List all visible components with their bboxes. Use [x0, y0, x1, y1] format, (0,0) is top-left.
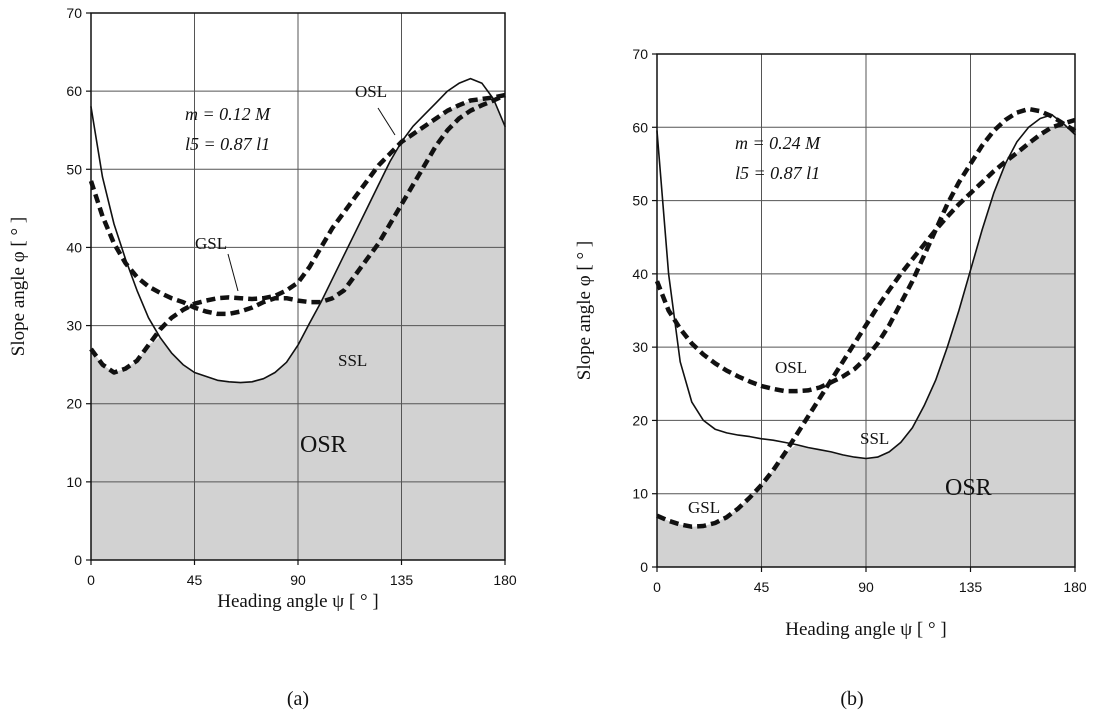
panel-b-x-tick-label: 45	[754, 579, 770, 595]
panel-a-label: (a)	[287, 688, 309, 710]
panel-a-x-tick-label: 90	[290, 572, 306, 588]
panel-a-x-tick-label: 45	[187, 572, 203, 588]
panel-b-y-tick-label: 50	[632, 193, 648, 209]
panel-a-param-line-2: l5 = 0.87 l1	[185, 134, 270, 154]
panel-b-x-tick-label: 135	[959, 579, 983, 595]
panel-b-x-axis-label: Heading angle ψ [ ° ]	[785, 619, 946, 640]
panel-a-y-tick-label: 20	[66, 396, 82, 412]
panel-a-x-tick-label: 180	[493, 572, 517, 588]
panel-b-y-tick-label: 20	[632, 412, 648, 428]
panel-b-label: (b)	[840, 688, 863, 710]
panel-b-region-label: OSR	[945, 475, 992, 501]
panel-b-x-tick-label: 0	[653, 579, 661, 595]
panel-a-x-axis-label: Heading angle ψ [ ° ]	[217, 591, 378, 612]
panel-a-y-tick-label: 40	[66, 239, 82, 255]
panel-a-y-tick-label: 60	[66, 83, 82, 99]
panel-a-y-tick-label: 0	[74, 552, 82, 568]
panel-a-x-tick-label: 0	[87, 572, 95, 588]
panel-a-y-axis-label: Slope angle φ [ ° ]	[8, 217, 29, 356]
panel-b-y-tick-label: 0	[640, 559, 648, 575]
panel-a-y-tick-label: 50	[66, 161, 82, 177]
panel-b-param-line-2: l5 = 0.87 l1	[735, 163, 820, 183]
panel-a-x-tick-label: 135	[390, 572, 414, 588]
panel-a: 0 45 90 135 180 0 10 20 30 40 50 60 70 Heading angle …	[8, 5, 517, 710]
panel-b-y-axis-label: Slope angle φ [ ° ]	[574, 241, 595, 380]
panel-a-series-ssl	[90, 77, 506, 384]
panel-b-y-tick-label: 70	[632, 46, 648, 62]
panel-a-y-tick-label: 70	[66, 5, 82, 21]
panel-b-x-tick-label: 90	[858, 579, 874, 595]
panel-a-series-label-gsl: GSL	[195, 234, 227, 253]
panel-b-series-label-gsl: GSL	[688, 498, 720, 517]
panel-b-y-tick-label: 30	[632, 339, 648, 355]
panel-a-y-tick-label: 30	[66, 318, 82, 334]
panel-b-series-osl	[654, 106, 1077, 394]
panel-a-series-label-osl: OSL	[355, 82, 387, 101]
panel-b-series-label-osl: OSL	[775, 358, 807, 377]
panel-b-x-tick-label: 180	[1063, 579, 1087, 595]
panel-b-y-tick-label: 60	[632, 119, 648, 135]
panel-b-param-line-1: m = 0.24 M	[735, 133, 821, 153]
panel-a-y-tick-label: 10	[66, 474, 82, 490]
panel-b-y-tick-label: 10	[632, 486, 648, 502]
panel-a-series-osl	[89, 92, 506, 375]
panel-b-series-gsl	[656, 117, 1076, 529]
panel-a-series-gsl	[88, 93, 506, 317]
panel-a-leader-osl	[377, 107, 396, 136]
panel-a-leader-gsl	[227, 253, 239, 292]
panel-b-series-label-ssl: SSL	[860, 429, 889, 448]
panel-a-series-label-ssl: SSL	[338, 351, 367, 370]
panel-a-param-line-1: m = 0.12 M	[185, 104, 271, 124]
panel-b-y-tick-label: 40	[632, 266, 648, 282]
panel-a-region-label: OSR	[300, 432, 347, 458]
panel-b: 0 45 90 135 180 0 10 20 30 40 50 60 70 Heading angle …	[574, 46, 1087, 710]
